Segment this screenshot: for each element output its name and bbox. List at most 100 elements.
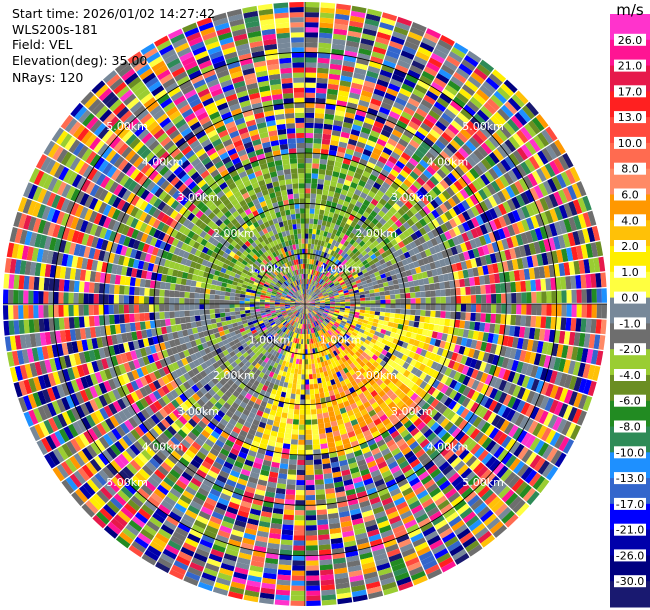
range-gate	[475, 312, 481, 322]
range-gate	[324, 108, 335, 115]
range-gate	[324, 270, 329, 276]
range-gate	[520, 280, 527, 292]
range-gate	[397, 92, 410, 102]
range-gate	[361, 243, 369, 250]
range-gate	[350, 304, 356, 307]
range-gate	[284, 433, 292, 440]
range-gate	[350, 221, 357, 228]
range-gate	[355, 167, 364, 176]
range-gate	[305, 153, 313, 159]
range-gate	[352, 193, 360, 201]
range-gate	[305, 258, 308, 264]
range-gate	[312, 148, 321, 154]
range-gate	[483, 198, 493, 210]
range-gate	[379, 217, 387, 226]
range-gate	[346, 143, 356, 151]
range-gate	[536, 291, 542, 304]
range-gate	[292, 424, 299, 430]
range-gate	[387, 185, 397, 195]
range-gate	[471, 179, 482, 191]
range-gate	[308, 364, 312, 370]
range-gate	[475, 203, 484, 215]
range-gate	[452, 236, 460, 246]
range-gate	[512, 150, 524, 164]
range-gate	[460, 312, 466, 321]
range-gate	[327, 216, 333, 223]
range-gate	[571, 304, 577, 318]
range-gate	[308, 228, 313, 234]
range-gate	[305, 484, 315, 491]
range-gate	[465, 304, 472, 312]
range-gate	[528, 242, 537, 255]
range-gate	[514, 180, 525, 194]
range-gate	[405, 102, 418, 112]
range-gate	[305, 464, 314, 471]
range-gate	[331, 48, 345, 56]
range-gate	[340, 167, 348, 175]
range-gate	[417, 199, 426, 209]
range-gate	[334, 282, 340, 287]
range-gate	[511, 196, 521, 209]
range-gate	[325, 200, 332, 207]
range-gate	[338, 291, 344, 295]
range-gate	[467, 249, 475, 260]
range-gate	[322, 133, 332, 140]
range-gate	[479, 126, 492, 139]
range-gate	[493, 90, 508, 104]
range-gate	[301, 364, 305, 370]
range-gate	[329, 144, 338, 152]
range-gate	[353, 72, 366, 81]
range-gate	[344, 195, 352, 203]
range-gate	[591, 288, 597, 303]
range-gate	[539, 212, 549, 226]
range-gate	[505, 314, 512, 325]
range-gate	[309, 300, 315, 303]
range-gate	[424, 192, 434, 203]
range-gate	[444, 127, 456, 139]
range-gate	[555, 317, 562, 330]
range-gate	[310, 404, 317, 410]
range-gate	[442, 88, 456, 100]
range-gate	[295, 394, 301, 400]
range-gate	[472, 133, 484, 145]
range-gate	[338, 262, 344, 269]
range-gate	[305, 299, 307, 304]
range-gate	[406, 36, 421, 47]
range-gate	[387, 45, 402, 55]
range-gate	[313, 213, 319, 220]
range-gate	[395, 142, 406, 152]
range-gate	[350, 301, 356, 304]
range-gate	[349, 238, 356, 246]
range-gate	[416, 272, 424, 280]
range-gate	[353, 119, 364, 127]
range-gate	[560, 317, 567, 331]
range-gate	[465, 295, 472, 304]
range-gate	[396, 173, 406, 183]
range-gate	[332, 38, 346, 46]
range-gate	[520, 232, 529, 245]
range-gate	[443, 176, 454, 187]
range-gate	[461, 199, 471, 211]
range-gate	[345, 255, 352, 262]
range-gate	[458, 63, 473, 76]
range-gate	[390, 238, 398, 247]
range-gate	[305, 429, 312, 435]
range-gate	[311, 259, 315, 265]
range-gate	[426, 132, 438, 144]
range-gate	[305, 163, 312, 169]
range-gate	[549, 142, 562, 157]
range-gate	[366, 266, 373, 272]
range-gate	[380, 299, 386, 304]
range-gate	[420, 310, 426, 317]
range-gate	[281, 534, 293, 541]
range-gate	[396, 16, 413, 27]
range-gate	[283, 381, 289, 388]
range-gate	[571, 289, 577, 303]
range-gate	[470, 258, 478, 268]
range-gate	[359, 294, 366, 298]
range-gate	[327, 260, 333, 266]
range-gate	[428, 147, 440, 158]
range-gate	[277, 569, 292, 576]
range-gate	[363, 287, 369, 292]
range-gate	[385, 304, 391, 309]
